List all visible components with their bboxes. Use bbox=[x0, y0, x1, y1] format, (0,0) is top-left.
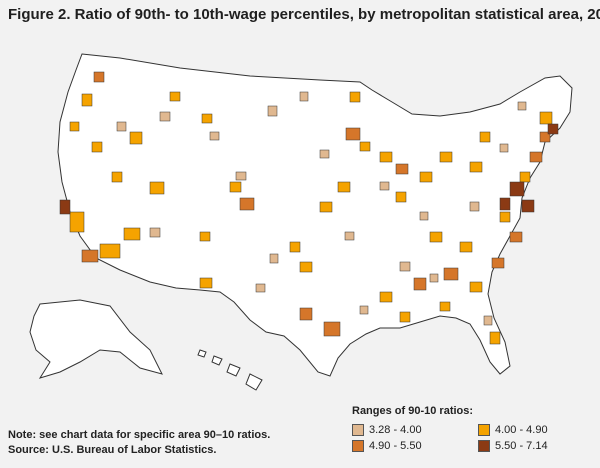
figure-title: Figure 2. Ratio of 90th- to 10th-wage pe… bbox=[8, 6, 600, 23]
legend-swatch-1 bbox=[352, 424, 364, 436]
legend-swatch-3 bbox=[352, 440, 364, 452]
legend-swatch-2 bbox=[478, 424, 490, 436]
metro-areas-4-90-to-5-50 bbox=[81, 71, 551, 337]
legend-title: Ranges of 90-10 ratios: bbox=[352, 405, 474, 417]
contiguous-us-outline bbox=[57, 53, 573, 377]
legend-item-4: 5.50 - 7.14 bbox=[478, 440, 548, 452]
legend-label-4: 5.50 - 7.14 bbox=[495, 440, 548, 452]
source-line: Source: U.S. Bureau of Labor Statistics. bbox=[8, 444, 217, 456]
legend-item-1: 3.28 - 4.00 bbox=[352, 424, 422, 436]
us-map bbox=[0, 32, 600, 392]
hawaii-islands bbox=[197, 349, 263, 391]
metro-areas-3-28-to-4-00 bbox=[116, 91, 527, 326]
alaska-outline bbox=[29, 299, 163, 379]
note-line: Note: see chart data for specific area 9… bbox=[8, 429, 271, 441]
metro-areas-4-00-to-4-90 bbox=[69, 91, 553, 345]
notes: Note: see chart data for specific area 9… bbox=[8, 428, 270, 458]
map-svg bbox=[29, 53, 573, 391]
legend-label-2: 4.00 - 4.90 bbox=[495, 424, 548, 436]
legend-label-3: 4.90 - 5.50 bbox=[369, 440, 422, 452]
legend-item-3: 4.90 - 5.50 bbox=[352, 440, 422, 452]
legend-item-2: 4.00 - 4.90 bbox=[478, 424, 548, 436]
legend-swatch-4 bbox=[478, 440, 490, 452]
metro-areas-5-50-to-7-14 bbox=[59, 123, 559, 215]
legend-label-1: 3.28 - 4.00 bbox=[369, 424, 422, 436]
